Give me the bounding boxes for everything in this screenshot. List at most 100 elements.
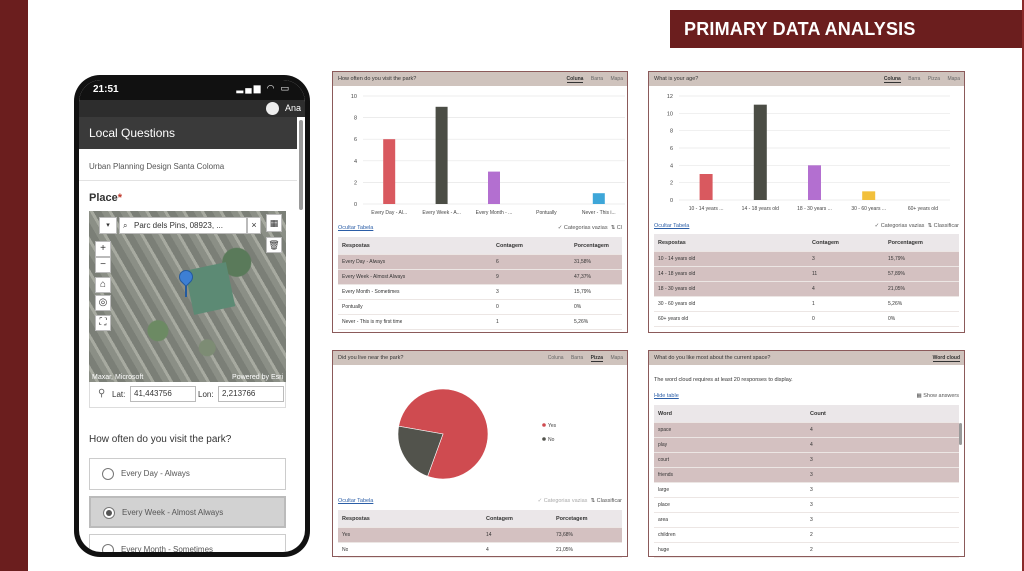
column-header[interactable]: Porcentagem — [888, 240, 923, 246]
phone-screen: 21:51 ▂▄▆ ◠ ▭ Ana Local Questions Urban … — [79, 80, 305, 552]
table-row[interactable]: Yes 14 73,68% — [338, 528, 622, 543]
avatar[interactable] — [266, 102, 279, 115]
bar-chart-visit: 0 2 4 6 8 10 Every Day - Al... Every Week - A..… — [351, 94, 625, 216]
column-header[interactable]: Porcentagem — [574, 243, 609, 249]
radio-button[interactable] — [102, 468, 114, 480]
table-row[interactable]: space 4 — [654, 423, 959, 438]
table-row[interactable]: Pontually 0 0% — [338, 300, 622, 315]
tab-bar[interactable]: Barra — [590, 76, 604, 82]
user-name[interactable]: Ana — [284, 103, 301, 113]
map-search-input[interactable]: ⌕ Parc dels Pins, 08923, ... — [119, 217, 247, 234]
column-header[interactable]: Respostas — [342, 243, 370, 249]
empty-categories-toggle[interactable]: ✓ Categorias vazias — [537, 498, 588, 504]
zoom-out-button[interactable]: − — [95, 257, 111, 273]
column-header[interactable]: Contagem — [486, 516, 513, 522]
lat-input[interactable]: 41,443756 — [130, 386, 196, 402]
table-row[interactable]: huge 2 — [654, 543, 959, 558]
table-row[interactable]: Every Week - Almost Always 9 47,37% — [338, 270, 622, 285]
show-answers-button[interactable]: ▦ Show answers — [916, 393, 960, 399]
y-tick-label: 10 — [667, 111, 673, 117]
table-row[interactable]: children 2 — [654, 528, 959, 543]
y-tick-label: 2 — [670, 181, 673, 187]
tab-bar[interactable]: Barra — [570, 355, 584, 361]
column-header[interactable]: Word — [658, 411, 672, 417]
signal-wifi-battery-icon: ▂▄▆ ◠ ▭ — [236, 83, 291, 93]
lat-label: Lat: — [112, 390, 126, 399]
phone-scrollbar[interactable] — [299, 120, 303, 210]
tab-pie[interactable]: Pizza — [590, 355, 604, 362]
tab-column[interactable]: Coluna — [566, 76, 584, 83]
column-header[interactable]: Respostas — [342, 516, 370, 522]
radio-option[interactable]: Every Day - Always — [89, 458, 286, 490]
hide-table-link[interactable]: Hide table — [654, 393, 679, 399]
hide-table-link[interactable]: Ocultar Tabela — [654, 223, 690, 229]
table-row[interactable]: play 4 — [654, 438, 959, 453]
column-header[interactable]: Count — [810, 411, 826, 417]
table-cell: 0 — [812, 316, 815, 322]
radio-option[interactable]: Every Week - Almost Always — [89, 496, 286, 528]
table-row[interactable]: No 4 21,05% — [338, 543, 622, 558]
zoom-in-button[interactable]: + — [95, 241, 111, 257]
column-header[interactable]: Contagem — [496, 243, 523, 249]
table-row[interactable]: area 3 — [654, 513, 959, 528]
fullscreen-icon[interactable]: ⛶ — [95, 315, 111, 331]
sort-button[interactable]: ⇅ Classificar — [590, 498, 622, 504]
table-row[interactable]: Never - This is my first time 1 5,26% — [338, 315, 622, 330]
column-header[interactable]: Respostas — [658, 240, 686, 246]
table-row[interactable]: Every Month - Sometimes 3 15,79% — [338, 285, 622, 300]
hide-table-link[interactable]: Ocultar Tabela — [338, 225, 374, 231]
sort-button[interactable]: ⇅ Classificar — [927, 223, 959, 229]
table-row[interactable]: 30 - 60 years old 1 5,26% — [654, 297, 959, 312]
map-view[interactable]: ▾ ⌕ Parc dels Pins, 08923, ... × ▦ 🗑 + −… — [89, 211, 286, 382]
table-row[interactable]: 14 - 18 years old 11 57,89% — [654, 267, 959, 282]
tab-map[interactable]: Mapa — [947, 76, 960, 82]
x-tick-label: Every Day - Al... — [371, 210, 407, 216]
column-header[interactable]: Porcetagem — [556, 516, 588, 522]
table-cell: Pontually — [342, 304, 363, 310]
table-row[interactable]: 10 - 14 years old 3 15,79% — [654, 252, 959, 267]
table-row[interactable]: place 3 — [654, 498, 959, 513]
empty-categories-toggle[interactable]: ✓ Categorias vazias — [557, 225, 608, 231]
table-scrollbar[interactable] — [959, 423, 962, 445]
table-row[interactable]: 18 - 30 years old 4 21,05% — [654, 282, 959, 297]
hide-table-link[interactable]: Ocultar Tabela — [338, 498, 374, 504]
table-controls: Ocultar Tabela ✓ Categorias vazias ⇅ Cla… — [654, 223, 959, 229]
locate-icon[interactable]: ◎ — [95, 295, 111, 311]
tab-column[interactable]: Coluna — [547, 355, 564, 361]
tab-bar[interactable]: Barra — [908, 76, 921, 82]
panel-header: How often do you visit the park? Coluna … — [333, 72, 627, 86]
table-cell: 4 — [486, 547, 489, 553]
tab-word-cloud[interactable]: Word cloud — [932, 355, 960, 362]
home-icon[interactable]: ⌂ — [95, 277, 111, 293]
sort-button[interactable]: ⇅ Cl — [610, 225, 622, 231]
radio-button[interactable] — [103, 507, 115, 519]
map-search-dropdown[interactable]: ▾ — [99, 217, 117, 234]
chart-type-tabs: Coluna Barra Mapa — [561, 76, 623, 83]
place-label: Place* — [89, 192, 123, 204]
empty-categories-toggle[interactable]: ✓ Categorias vazias — [874, 223, 925, 229]
table-row[interactable]: 60+ years old 0 0% — [654, 312, 959, 327]
required-marker: * — [117, 192, 123, 204]
qr-code-icon[interactable]: ▦ — [266, 214, 282, 232]
lon-input[interactable]: 2,213766 — [218, 386, 284, 402]
tab-column[interactable]: Coluna — [883, 76, 901, 83]
radio-button[interactable] — [102, 544, 114, 552]
table-row[interactable]: large 3 — [654, 483, 959, 498]
tab-map[interactable]: Mapa — [610, 355, 623, 361]
tab-map[interactable]: Mapa — [610, 76, 623, 82]
x-tick-label: 14 - 18 years old — [742, 206, 779, 212]
column-header[interactable]: Contagem — [812, 240, 839, 246]
tab-pie[interactable]: Pizza — [927, 76, 941, 82]
table-row[interactable]: Every Day - Always 6 31,58% — [338, 255, 622, 270]
radio-option[interactable]: Every Month - Sometimes — [89, 534, 286, 552]
table-row[interactable]: friends 3 — [654, 468, 959, 483]
bar-chart-age: 0 2 4 6 8 10 12 10 - 14 years ... 14 - 18 years … — [667, 94, 950, 212]
table-cell: 3 — [810, 502, 813, 508]
radio-option-label: Every Week - Almost Always — [122, 508, 224, 517]
location-pin-icon: ⚲ — [98, 388, 106, 399]
close-icon[interactable]: × — [247, 217, 261, 234]
trash-icon[interactable]: 🗑 — [266, 237, 282, 253]
map-attribution-right[interactable]: Powered by Esri — [232, 374, 283, 381]
table-cell: Every Day - Always — [342, 259, 386, 265]
table-row[interactable]: court 3 — [654, 453, 959, 468]
